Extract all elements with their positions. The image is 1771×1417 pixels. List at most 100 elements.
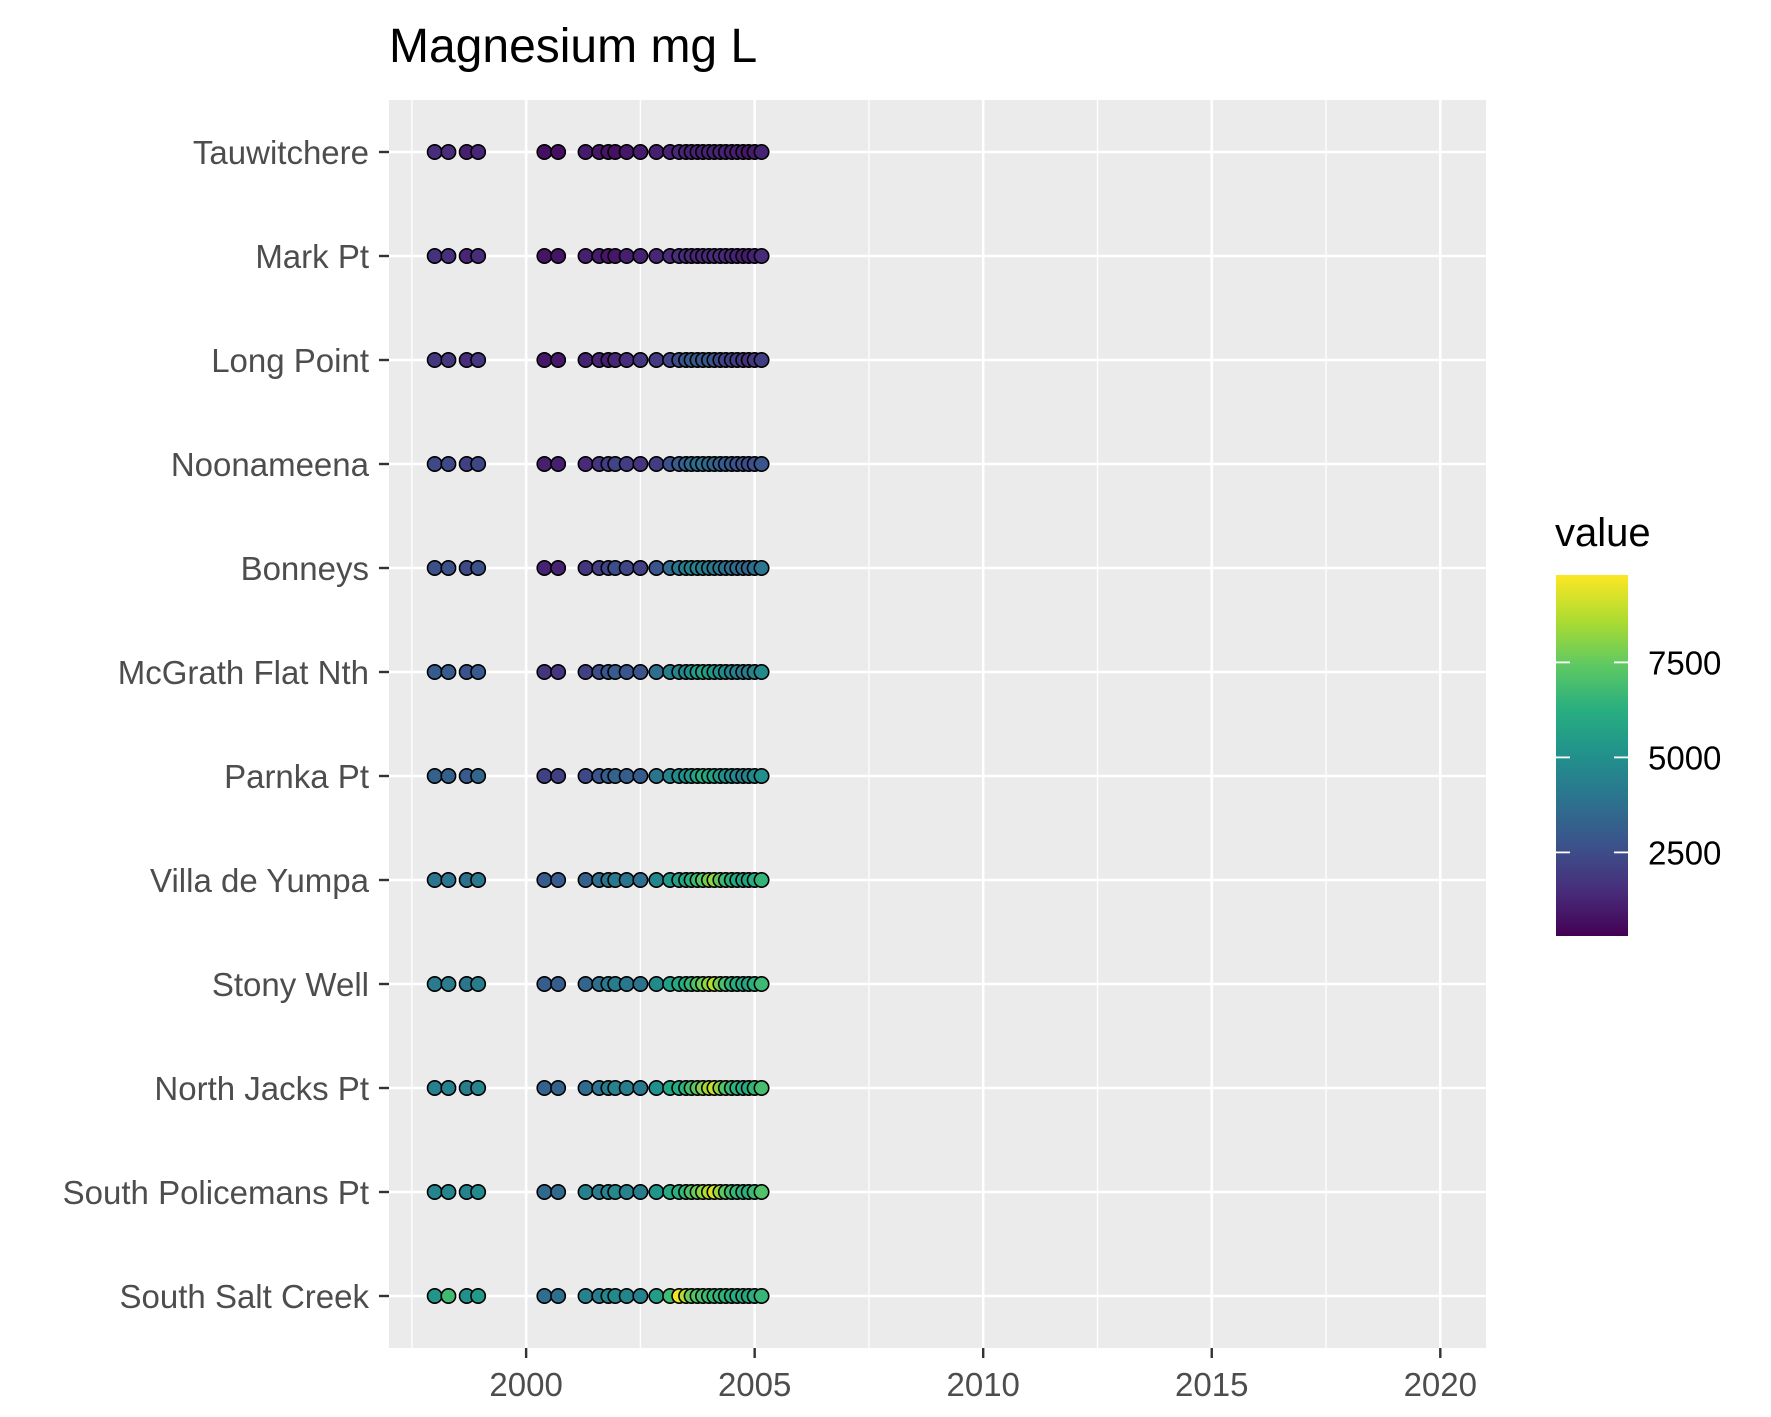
legend-title: value: [1555, 511, 1651, 555]
data-point: [753, 871, 770, 888]
data-point: [618, 455, 635, 472]
data-point: [536, 248, 553, 265]
x-tick-label: 2020: [1404, 1366, 1477, 1403]
major-gridlines: [389, 100, 1486, 1348]
data-point: [426, 351, 443, 368]
data-point: [753, 1288, 770, 1305]
data-point: [440, 559, 457, 576]
x-tick-label: 2015: [1175, 1366, 1248, 1403]
data-point: [632, 559, 649, 576]
data-point: [536, 455, 553, 472]
chart-title: Magnesium mg L: [389, 20, 757, 73]
data-point: [632, 871, 649, 888]
y-tick-label: McGrath Flat Nth: [118, 654, 369, 691]
data-point: [550, 144, 567, 161]
data-point: [632, 455, 649, 472]
data-point: [753, 351, 770, 368]
data-point: [426, 455, 443, 472]
y-tick-label: North Jacks Pt: [154, 1070, 369, 1107]
data-point: [753, 663, 770, 680]
y-tick-label: South Policemans Pt: [63, 1174, 369, 1211]
data-point: [440, 1288, 457, 1305]
data-point: [618, 663, 635, 680]
data-point: [536, 975, 553, 992]
data-point: [753, 559, 770, 576]
data-point: [470, 767, 487, 784]
data-point: [632, 1288, 649, 1305]
data-point: [753, 144, 770, 161]
data-point: [632, 248, 649, 265]
y-tick-label: Tauwitchere: [193, 134, 369, 171]
legend-tick-label: 7500: [1648, 644, 1721, 681]
data-point: [470, 455, 487, 472]
data-point: [426, 1080, 443, 1097]
data-point: [426, 663, 443, 680]
data-point: [550, 351, 567, 368]
data-point: [536, 871, 553, 888]
legend-tick-label: 5000: [1648, 739, 1721, 776]
data-point: [426, 975, 443, 992]
data-point: [648, 1080, 665, 1097]
data-point: [618, 871, 635, 888]
data-point: [753, 248, 770, 265]
data-point: [618, 767, 635, 784]
data-point: [618, 1288, 635, 1305]
data-point: [632, 144, 649, 161]
data-point: [470, 1080, 487, 1097]
data-point: [648, 559, 665, 576]
data-point: [550, 455, 567, 472]
data-point: [426, 248, 443, 265]
data-point: [440, 871, 457, 888]
data-point: [618, 1184, 635, 1201]
minor-gridlines: [411, 100, 1327, 1348]
data-point: [753, 1184, 770, 1201]
data-point: [648, 248, 665, 265]
data-point: [470, 663, 487, 680]
data-point: [577, 248, 594, 265]
data-point: [618, 559, 635, 576]
data-point: [440, 1080, 457, 1097]
data-point: [577, 144, 594, 161]
data-point: [618, 975, 635, 992]
x-tick-label: 2005: [718, 1366, 791, 1403]
data-point: [470, 975, 487, 992]
data-point: [632, 351, 649, 368]
data-point: [618, 248, 635, 265]
data-point: [550, 1288, 567, 1305]
data-point: [426, 1184, 443, 1201]
data-point: [632, 1184, 649, 1201]
data-point: [648, 351, 665, 368]
data-point: [648, 663, 665, 680]
data-point: [577, 1184, 594, 1201]
data-point: [632, 767, 649, 784]
data-point: [648, 1288, 665, 1305]
data-point: [648, 975, 665, 992]
data-point: [753, 767, 770, 784]
data-point: [536, 1080, 553, 1097]
data-point: [648, 144, 665, 161]
data-point: [577, 559, 594, 576]
data-point: [648, 871, 665, 888]
data-point: [550, 975, 567, 992]
data-point: [470, 144, 487, 161]
y-tick-label: Stony Well: [212, 966, 369, 1003]
y-tick-label: Bonneys: [241, 550, 369, 587]
data-point: [536, 663, 553, 680]
data-point: [440, 455, 457, 472]
data-point: [440, 248, 457, 265]
data-point: [550, 1184, 567, 1201]
data-point: [618, 1080, 635, 1097]
y-tick-label: Villa de Yumpa: [150, 862, 370, 899]
data-point: [440, 975, 457, 992]
y-tick-label: Parnka Pt: [224, 758, 369, 795]
legend: value 2500 5000 7500: [1555, 511, 1721, 936]
data-point: [550, 663, 567, 680]
y-tick-label: South Salt Creek: [120, 1278, 370, 1315]
y-tick-label: Noonameena: [171, 446, 370, 483]
y-tick-label: Long Point: [211, 342, 369, 379]
data-point: [470, 1184, 487, 1201]
data-point: [577, 1080, 594, 1097]
x-axis: 2000 2005 2010 2015 2020: [489, 1348, 1477, 1403]
data-point: [550, 1080, 567, 1097]
